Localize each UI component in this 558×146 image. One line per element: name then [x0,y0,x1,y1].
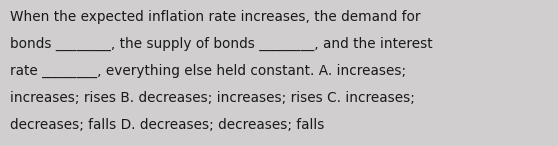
Text: When the expected inflation rate increases, the demand for: When the expected inflation rate increas… [10,10,421,24]
Text: bonds ________, the supply of bonds ________, and the interest: bonds ________, the supply of bonds ____… [10,37,432,51]
Text: rate ________, everything else held constant. A. increases;: rate ________, everything else held cons… [10,64,406,78]
Text: decreases; falls D. decreases; decreases; falls: decreases; falls D. decreases; decreases… [10,118,324,132]
Text: increases; rises B. decreases; increases; rises C. increases;: increases; rises B. decreases; increases… [10,91,415,105]
